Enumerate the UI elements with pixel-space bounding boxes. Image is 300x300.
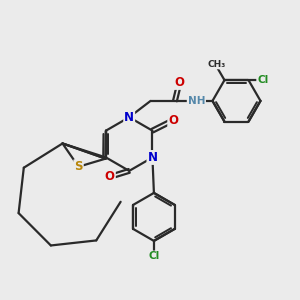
Text: O: O [168,114,178,127]
Text: N: N [124,111,134,124]
Text: S: S [74,160,83,173]
Text: Cl: Cl [257,75,269,85]
Text: Cl: Cl [148,251,160,261]
Text: O: O [174,76,184,89]
Text: NH: NH [188,96,205,106]
Text: H: H [191,94,201,107]
Text: O: O [105,170,115,183]
Text: N: N [147,151,158,164]
Text: CH₃: CH₃ [207,59,225,68]
